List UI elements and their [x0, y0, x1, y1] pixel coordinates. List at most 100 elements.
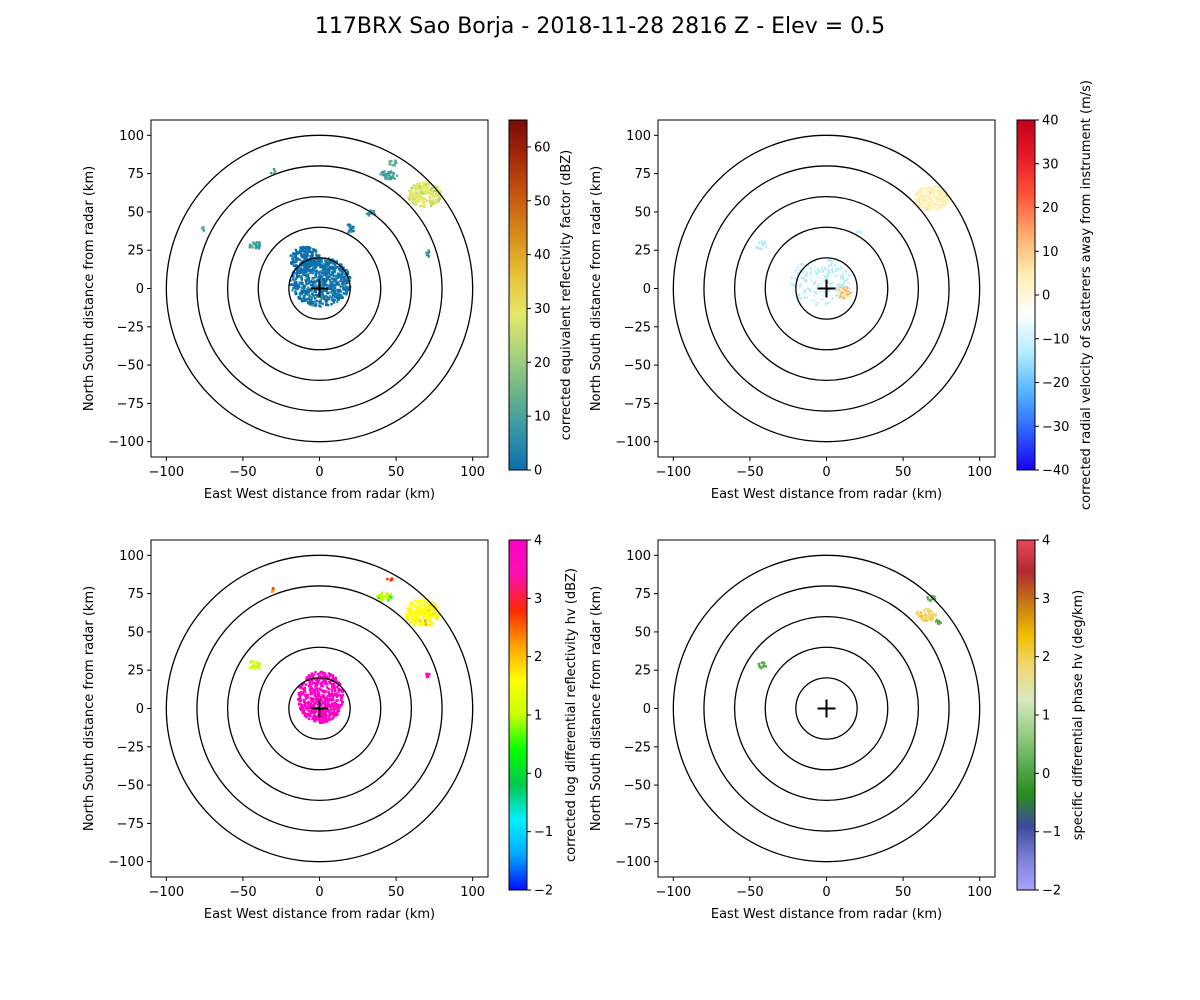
y-tick-label: 0 — [136, 702, 144, 717]
colorbar-tick-label: 20 — [1042, 201, 1059, 216]
range-ring — [672, 554, 981, 863]
y-tick-label: 0 — [136, 282, 144, 297]
x-tick-label: 100 — [967, 885, 992, 900]
y-tick-label: 25 — [127, 664, 144, 679]
panel-3: −100 −50 0 50 100 −100 −75 −50 −25 0 25 50 75 100 East… — [82, 534, 579, 923]
echo-region — [425, 248, 431, 258]
echo-region — [404, 598, 440, 627]
y-tick-label: 100 — [626, 129, 651, 144]
colorbar-tick-label: 4 — [534, 534, 542, 549]
colorbar-tick-label: 0 — [1042, 289, 1050, 304]
colorbar-tick-label: 10 — [1042, 245, 1059, 260]
y-tick-label: 50 — [127, 205, 144, 220]
y-tick-label: 75 — [127, 587, 144, 602]
range-ring — [288, 677, 351, 740]
echo-region — [407, 181, 442, 208]
colorbar-tick-label: −1 — [534, 825, 553, 840]
echo-region — [379, 170, 399, 181]
y-tick-label: −100 — [108, 435, 144, 450]
y-tick-label: 25 — [634, 664, 651, 679]
colorbar-tick-label: 40 — [534, 248, 551, 263]
x-tick-label: −50 — [229, 465, 256, 480]
y-tick-label: 25 — [634, 244, 651, 259]
echo-region — [376, 591, 393, 602]
x-tick-label: −100 — [148, 885, 184, 900]
colorbar-label: corrected radial velocity of scatterers … — [1079, 80, 1094, 510]
x-axis-label: East West distance from radar (km) — [711, 487, 942, 502]
colorbar — [508, 539, 528, 891]
echo-region — [755, 240, 769, 251]
y-tick-label: −50 — [624, 359, 651, 374]
range-ring — [764, 646, 889, 771]
y-axis-label: North South distance from radar (km) — [589, 586, 604, 831]
echo-region — [934, 618, 942, 626]
x-tick-label: −100 — [148, 465, 184, 480]
colorbar-tick-label: −40 — [1042, 464, 1069, 479]
colorbar-tick-label: −30 — [1042, 420, 1069, 435]
y-tick-label: −50 — [624, 779, 651, 794]
y-tick-label: 100 — [626, 549, 651, 564]
colorbar-tick-label: 0 — [534, 767, 542, 782]
x-tick-label: 50 — [895, 465, 912, 480]
echo-region — [269, 168, 277, 175]
y-tick-label: −100 — [108, 855, 144, 870]
x-tick-label: 0 — [822, 465, 830, 480]
y-tick-label: −75 — [624, 817, 651, 832]
range-ring — [733, 195, 920, 382]
range-ring — [733, 615, 920, 802]
echo-region — [855, 227, 863, 234]
colorbar-label: corrected equivalent reflectivity factor… — [559, 150, 574, 441]
range-ring — [196, 165, 443, 412]
range-ring — [703, 585, 950, 832]
y-axis-label: North South distance from radar (km) — [82, 586, 97, 831]
y-tick-label: −25 — [624, 320, 651, 335]
x-tick-label: −50 — [736, 885, 763, 900]
colorbar-tick-label: 3 — [534, 592, 542, 607]
y-tick-label: 100 — [119, 549, 144, 564]
range-ring — [672, 134, 981, 443]
colorbar-tick-label: 4 — [1042, 534, 1050, 549]
colorbar-tick-label: 2 — [1042, 650, 1050, 665]
x-tick-label: 0 — [822, 885, 830, 900]
echo-region — [388, 159, 398, 167]
range-ring — [257, 646, 382, 771]
colorbar-tick-label: 0 — [1042, 767, 1050, 782]
echo-region — [296, 670, 344, 724]
y-tick-label: 50 — [127, 625, 144, 640]
y-tick-label: 75 — [127, 167, 144, 182]
x-tick-label: 50 — [895, 885, 912, 900]
colorbar — [1016, 539, 1036, 891]
y-tick-label: −25 — [624, 740, 651, 755]
echo-region — [200, 226, 206, 232]
y-tick-label: −75 — [117, 397, 144, 412]
echo-region — [346, 223, 355, 234]
y-tick-label: 25 — [127, 244, 144, 259]
y-tick-label: −25 — [117, 320, 144, 335]
x-axis-label: East West distance from radar (km) — [711, 907, 942, 922]
y-tick-label: −25 — [117, 740, 144, 755]
y-tick-label: 100 — [119, 129, 144, 144]
x-tick-label: 50 — [388, 885, 405, 900]
y-axis-label: North South distance from radar (km) — [82, 166, 97, 411]
colorbar-tick-label: 10 — [534, 410, 551, 425]
y-tick-label: 75 — [634, 167, 651, 182]
colorbar-tick-label: −20 — [1042, 376, 1069, 391]
x-tick-label: 50 — [388, 465, 405, 480]
range-ring — [795, 257, 858, 320]
x-axis-label: East West distance from radar (km) — [204, 907, 435, 922]
x-tick-label: 0 — [315, 885, 323, 900]
echo-region — [915, 608, 938, 622]
x-tick-label: −100 — [655, 465, 691, 480]
echo-region — [289, 256, 352, 308]
range-ring — [703, 165, 950, 412]
range-ring — [226, 195, 413, 382]
echo-region — [914, 184, 950, 211]
colorbar — [508, 119, 528, 471]
range-ring — [165, 554, 474, 863]
range-ring — [226, 615, 413, 802]
colorbar-tick-label: 30 — [534, 302, 551, 317]
y-tick-label: 50 — [634, 205, 651, 220]
plot-area — [672, 134, 981, 443]
range-ring — [196, 585, 443, 832]
x-tick-label: 100 — [967, 465, 992, 480]
